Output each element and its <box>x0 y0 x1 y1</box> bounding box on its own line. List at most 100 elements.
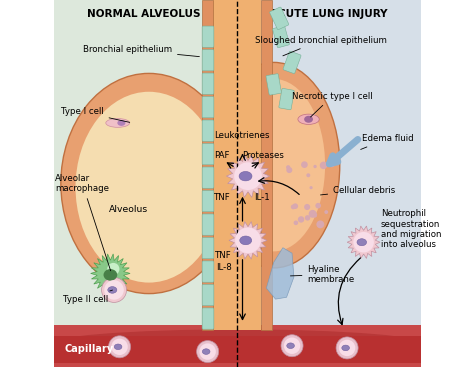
Circle shape <box>316 221 324 228</box>
Circle shape <box>313 165 317 168</box>
Circle shape <box>292 203 298 209</box>
Text: Edema fluid: Edema fluid <box>361 134 413 149</box>
Circle shape <box>313 214 317 218</box>
Polygon shape <box>261 0 272 330</box>
Circle shape <box>281 335 303 357</box>
Circle shape <box>104 280 124 300</box>
Ellipse shape <box>240 236 252 245</box>
Ellipse shape <box>108 287 117 293</box>
FancyBboxPatch shape <box>279 88 294 110</box>
Text: Bronchial epithelium: Bronchial epithelium <box>83 45 200 57</box>
FancyBboxPatch shape <box>202 97 214 118</box>
FancyBboxPatch shape <box>54 336 420 363</box>
Ellipse shape <box>118 120 126 126</box>
Circle shape <box>235 228 261 253</box>
Circle shape <box>305 215 310 221</box>
FancyBboxPatch shape <box>202 261 214 282</box>
Text: Alveolus: Alveolus <box>109 205 148 214</box>
FancyBboxPatch shape <box>270 7 289 30</box>
Circle shape <box>109 336 130 358</box>
Ellipse shape <box>106 119 130 127</box>
Text: Leukotrienes: Leukotrienes <box>214 131 270 140</box>
Circle shape <box>339 340 356 356</box>
Circle shape <box>314 213 317 217</box>
Circle shape <box>353 232 374 252</box>
FancyBboxPatch shape <box>202 143 214 165</box>
FancyBboxPatch shape <box>213 0 261 330</box>
Text: Proteases: Proteases <box>243 152 284 160</box>
Circle shape <box>286 165 290 170</box>
Text: Type I cell: Type I cell <box>61 108 130 122</box>
Ellipse shape <box>208 62 340 268</box>
Text: TNF: TNF <box>215 251 232 259</box>
Ellipse shape <box>357 239 366 246</box>
Circle shape <box>291 204 296 209</box>
FancyBboxPatch shape <box>266 74 282 95</box>
Polygon shape <box>266 248 294 299</box>
FancyBboxPatch shape <box>202 308 214 329</box>
FancyBboxPatch shape <box>54 0 237 367</box>
Circle shape <box>310 186 313 189</box>
Circle shape <box>293 221 298 225</box>
FancyBboxPatch shape <box>202 167 214 188</box>
Circle shape <box>284 338 300 354</box>
Polygon shape <box>227 155 270 197</box>
FancyBboxPatch shape <box>202 214 214 235</box>
Ellipse shape <box>342 345 349 351</box>
Ellipse shape <box>222 79 325 251</box>
Text: PAF: PAF <box>214 152 229 160</box>
Circle shape <box>286 167 292 173</box>
Circle shape <box>200 344 216 360</box>
FancyBboxPatch shape <box>202 50 214 71</box>
Ellipse shape <box>304 116 313 123</box>
Polygon shape <box>229 222 267 259</box>
Circle shape <box>336 337 358 359</box>
Ellipse shape <box>75 92 222 283</box>
Ellipse shape <box>103 269 117 281</box>
FancyBboxPatch shape <box>202 26 214 47</box>
FancyBboxPatch shape <box>202 284 214 306</box>
FancyBboxPatch shape <box>273 26 290 48</box>
Ellipse shape <box>287 343 294 349</box>
Ellipse shape <box>61 73 237 294</box>
Circle shape <box>304 204 310 210</box>
Circle shape <box>309 210 317 218</box>
Ellipse shape <box>202 349 210 355</box>
Ellipse shape <box>239 171 252 181</box>
FancyArrowPatch shape <box>329 139 358 164</box>
FancyBboxPatch shape <box>202 120 214 141</box>
Text: Type II cell: Type II cell <box>63 290 112 304</box>
Text: IL-1: IL-1 <box>254 193 270 201</box>
Ellipse shape <box>45 330 429 360</box>
Text: ACUTE LUNG INJURY: ACUTE LUNG INJURY <box>270 9 388 19</box>
Circle shape <box>301 161 308 168</box>
Text: Capillary: Capillary <box>64 344 114 355</box>
Text: Neutrophil
sequestration
and migration
into alveolus: Neutrophil sequestration and migration i… <box>381 209 441 250</box>
Polygon shape <box>347 226 380 258</box>
Text: NORMAL ALVEOLUS: NORMAL ALVEOLUS <box>87 9 200 19</box>
Text: Hyaline
membrane: Hyaline membrane <box>291 265 355 284</box>
Polygon shape <box>91 254 130 293</box>
Text: IL-8: IL-8 <box>216 263 232 272</box>
Circle shape <box>234 162 262 190</box>
Circle shape <box>197 341 219 363</box>
FancyBboxPatch shape <box>202 237 214 259</box>
Circle shape <box>324 210 328 214</box>
FancyBboxPatch shape <box>283 51 301 73</box>
Circle shape <box>111 339 128 355</box>
Circle shape <box>101 277 127 302</box>
Circle shape <box>320 161 327 169</box>
FancyBboxPatch shape <box>202 190 214 212</box>
Circle shape <box>315 203 321 208</box>
Text: TNF: TNF <box>214 193 231 201</box>
Ellipse shape <box>114 344 122 350</box>
FancyBboxPatch shape <box>237 0 420 367</box>
Circle shape <box>107 263 119 275</box>
Ellipse shape <box>298 114 319 124</box>
Circle shape <box>298 216 304 223</box>
Circle shape <box>328 160 336 167</box>
Text: Alveolar
macrophage: Alveolar macrophage <box>55 174 110 271</box>
Text: Sloughed bronchial epithelium: Sloughed bronchial epithelium <box>255 36 386 56</box>
Circle shape <box>306 173 310 177</box>
FancyBboxPatch shape <box>54 325 420 367</box>
